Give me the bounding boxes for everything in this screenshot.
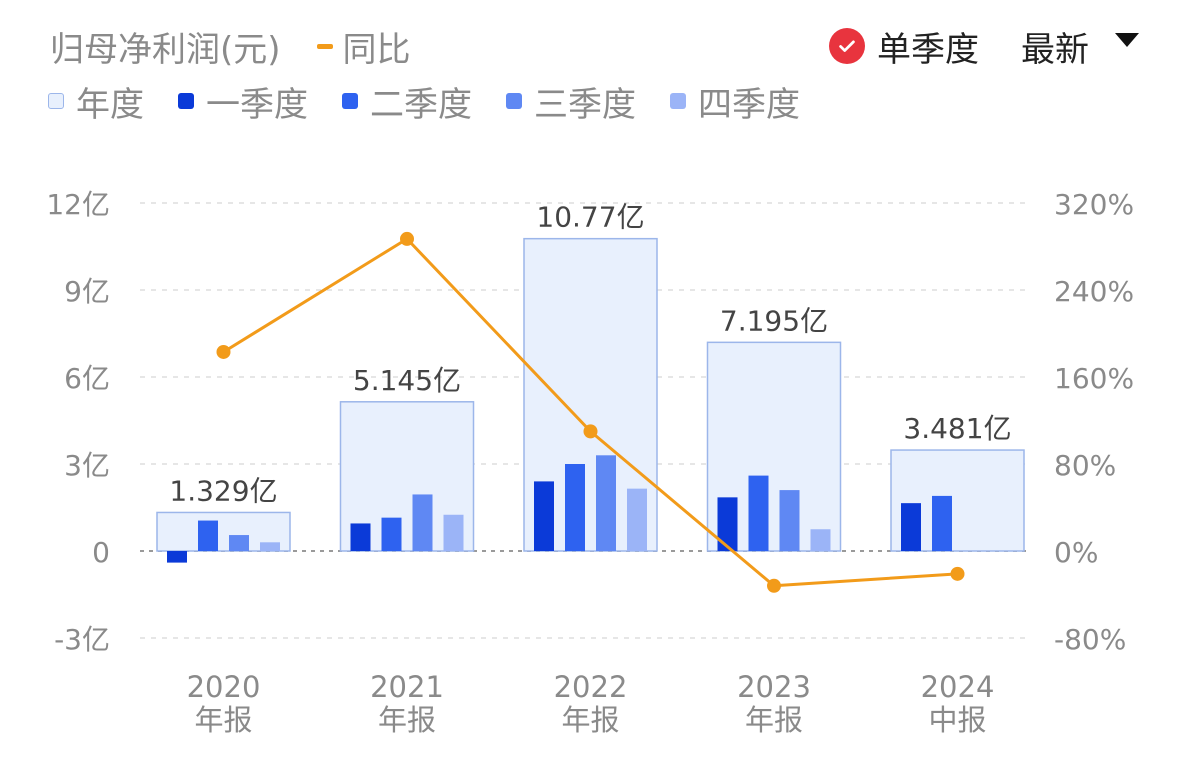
legend-swatch-q2: [342, 93, 358, 109]
right-axis-tick-label: 80%: [1054, 449, 1116, 482]
chart-controls: 单季度 最新: [829, 18, 1139, 74]
quarter-bar-q2: [932, 495, 952, 551]
legend-item-q3[interactable]: 三季度: [506, 77, 636, 126]
right-axis-tick-label: 160%: [1054, 362, 1134, 395]
right-axis-tick-label: 320%: [1054, 188, 1134, 221]
x-tick-label-period: 年报: [194, 703, 252, 737]
x-tick-label-period: 中报: [928, 703, 986, 737]
legend-swatch-q1: [178, 93, 194, 109]
yoy-point: [583, 424, 598, 439]
yoy-point: [950, 566, 965, 581]
dropdown-caret-icon[interactable]: [1115, 33, 1139, 47]
quarter-bar-q3: [596, 455, 616, 551]
left-axis-tick-label: -3亿: [54, 623, 110, 656]
quarter-bar-q2: [381, 517, 402, 551]
legend-swatch-q3: [506, 93, 522, 109]
yoy-legend-swatch: [316, 43, 333, 49]
quarter-bar-q3: [412, 494, 433, 551]
annual-value-label: 1.329亿: [169, 474, 277, 507]
quarter-bar-q1: [717, 497, 738, 551]
x-tick-label-year: 2022: [554, 670, 628, 704]
x-tick-label-year: 2024: [921, 670, 995, 704]
left-axis-tick-label: 6亿: [64, 362, 110, 395]
legend: 年度 一季度 二季度 三季度 四季度: [48, 77, 834, 126]
legend-label-q4: 四季度: [698, 84, 800, 125]
x-tick-label-year: 2023: [737, 670, 811, 704]
legend-label-q1: 一季度: [206, 84, 308, 125]
annual-value-label: 5.145亿: [353, 364, 461, 397]
legend-label-annual: 年度: [76, 84, 144, 125]
legend-item-annual[interactable]: 年度: [48, 77, 144, 126]
x-tick-label-period: 年报: [745, 703, 803, 737]
checkmark-icon[interactable]: [829, 28, 865, 64]
legend-item-q2[interactable]: 二季度: [342, 77, 472, 126]
right-axis-tick-label: 0%: [1054, 536, 1098, 569]
quarter-bar-q2: [748, 475, 769, 551]
right-axis-tick-label: -80%: [1054, 623, 1126, 656]
quarter-bar-q1: [901, 503, 921, 551]
quarter-bar-q2: [198, 520, 218, 551]
legend-swatch-q4: [670, 93, 686, 109]
single-quarter-toggle[interactable]: 单季度: [877, 29, 979, 70]
metric-title: 归母净利润(元): [50, 29, 281, 70]
quarter-bar-q3: [229, 535, 249, 551]
quarter-bar-q4: [260, 542, 280, 551]
period-selector[interactable]: 最新: [1021, 29, 1089, 70]
left-axis-tick-label: 0: [92, 536, 110, 569]
yoy-point: [767, 578, 781, 593]
legend-item-q1[interactable]: 一季度: [178, 77, 308, 126]
yoy-point: [400, 231, 414, 246]
quarter-bar-q1: [350, 523, 371, 551]
quarter-bar-q4: [627, 488, 647, 551]
left-axis-tick-label: 12亿: [46, 188, 110, 221]
legend-swatch-annual: [48, 93, 64, 109]
annual-value-label: 3.481亿: [903, 412, 1011, 445]
x-tick-label-year: 2020: [187, 670, 261, 704]
annual-value-label: 7.195亿: [720, 304, 828, 337]
x-tick-label-year: 2021: [370, 670, 444, 704]
legend-label-q3: 三季度: [534, 84, 636, 125]
chart-header: 归母净利润(元) 同比: [50, 20, 411, 72]
left-axis-tick-label: 9亿: [64, 275, 110, 308]
right-axis-tick-label: 240%: [1054, 275, 1134, 308]
quarter-bar-q1: [534, 481, 554, 551]
quarter-bar-q3: [779, 490, 800, 551]
quarter-bar-q2: [565, 464, 585, 551]
annual-value-label: 10.77亿: [536, 201, 644, 234]
quarter-bar-q1: [167, 551, 187, 563]
legend-item-q4[interactable]: 四季度: [670, 77, 800, 126]
yoy-point: [216, 344, 231, 359]
quarter-bar-q4: [443, 514, 464, 551]
quarter-bar-q4: [810, 529, 831, 551]
x-tick-label-period: 年报: [378, 703, 436, 737]
yoy-legend-label: 同比: [342, 29, 411, 70]
left-axis-tick-label: 3亿: [64, 449, 110, 482]
legend-label-q2: 二季度: [370, 84, 472, 125]
x-tick-label-period: 年报: [561, 703, 619, 737]
